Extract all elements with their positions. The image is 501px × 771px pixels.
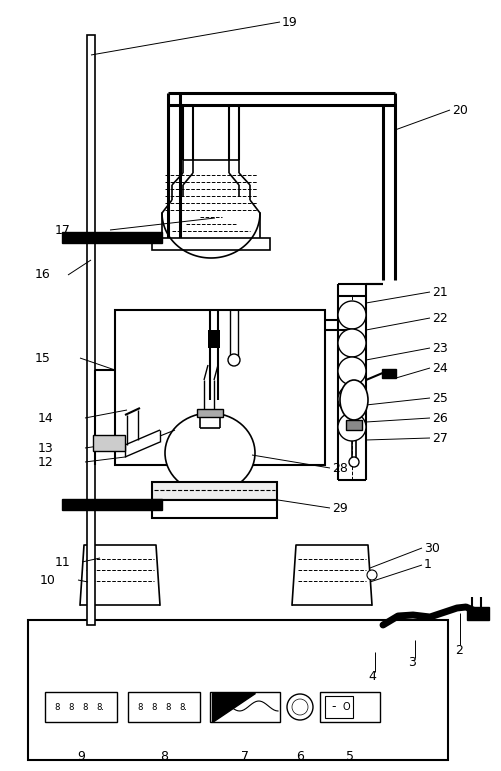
Text: 8: 8 xyxy=(54,702,60,712)
Text: 9: 9 xyxy=(77,749,85,763)
Text: 8: 8 xyxy=(165,702,171,712)
Bar xyxy=(346,420,362,430)
Text: 28: 28 xyxy=(332,462,348,474)
Text: 29: 29 xyxy=(332,501,348,514)
Text: 27: 27 xyxy=(432,432,448,445)
Circle shape xyxy=(287,694,313,720)
Text: 3: 3 xyxy=(408,655,416,668)
Text: 22: 22 xyxy=(432,311,448,325)
Bar xyxy=(320,692,380,722)
Text: 11: 11 xyxy=(55,555,71,568)
Text: 23: 23 xyxy=(432,342,448,355)
Text: 8: 8 xyxy=(137,702,143,712)
Text: 12: 12 xyxy=(38,456,54,469)
Ellipse shape xyxy=(338,413,366,441)
Text: 13: 13 xyxy=(38,442,54,454)
Bar xyxy=(197,409,223,417)
Text: 16: 16 xyxy=(35,268,51,281)
Bar xyxy=(62,499,162,510)
Ellipse shape xyxy=(349,457,359,467)
Text: 10: 10 xyxy=(40,574,56,587)
Ellipse shape xyxy=(338,329,366,357)
Text: 30: 30 xyxy=(424,541,440,554)
Bar xyxy=(152,500,277,518)
Bar xyxy=(93,435,125,451)
Text: O: O xyxy=(342,702,350,712)
Text: 8: 8 xyxy=(96,702,102,712)
Circle shape xyxy=(228,354,240,366)
Text: -: - xyxy=(332,701,336,713)
Text: 8: 8 xyxy=(82,702,88,712)
Text: 8: 8 xyxy=(160,749,168,763)
Bar xyxy=(152,238,270,250)
Bar xyxy=(382,369,396,378)
Circle shape xyxy=(367,570,377,580)
Text: 17: 17 xyxy=(55,224,71,237)
Text: 26: 26 xyxy=(432,412,448,425)
Text: 4: 4 xyxy=(368,669,376,682)
Bar xyxy=(152,482,277,500)
Bar xyxy=(128,692,200,722)
Ellipse shape xyxy=(338,301,366,329)
Bar xyxy=(210,692,280,722)
Text: 5: 5 xyxy=(346,749,354,763)
Ellipse shape xyxy=(338,385,366,413)
Text: 24: 24 xyxy=(432,362,448,375)
Ellipse shape xyxy=(338,357,366,385)
Bar xyxy=(87,35,95,625)
Text: 21: 21 xyxy=(432,285,448,298)
Text: 7: 7 xyxy=(241,749,249,763)
Bar xyxy=(208,330,220,348)
Bar xyxy=(45,692,117,722)
Text: 8: 8 xyxy=(179,702,185,712)
Text: 8: 8 xyxy=(68,702,74,712)
Circle shape xyxy=(292,699,308,715)
Text: 15: 15 xyxy=(35,352,51,365)
Text: 14: 14 xyxy=(38,412,54,425)
Text: .: . xyxy=(184,702,187,712)
Bar xyxy=(325,696,353,718)
Text: 2: 2 xyxy=(455,644,463,656)
Text: 6: 6 xyxy=(296,749,304,763)
Bar xyxy=(467,607,489,620)
Text: 19: 19 xyxy=(282,15,298,29)
Bar xyxy=(28,620,448,760)
Ellipse shape xyxy=(165,413,255,493)
Text: 20: 20 xyxy=(452,103,468,116)
Text: 25: 25 xyxy=(432,392,448,405)
Bar xyxy=(62,232,162,243)
Polygon shape xyxy=(212,693,255,722)
Text: 1: 1 xyxy=(424,558,432,571)
Text: .: . xyxy=(102,702,105,712)
Text: 8: 8 xyxy=(151,702,157,712)
Bar xyxy=(115,310,325,465)
Ellipse shape xyxy=(340,380,368,420)
